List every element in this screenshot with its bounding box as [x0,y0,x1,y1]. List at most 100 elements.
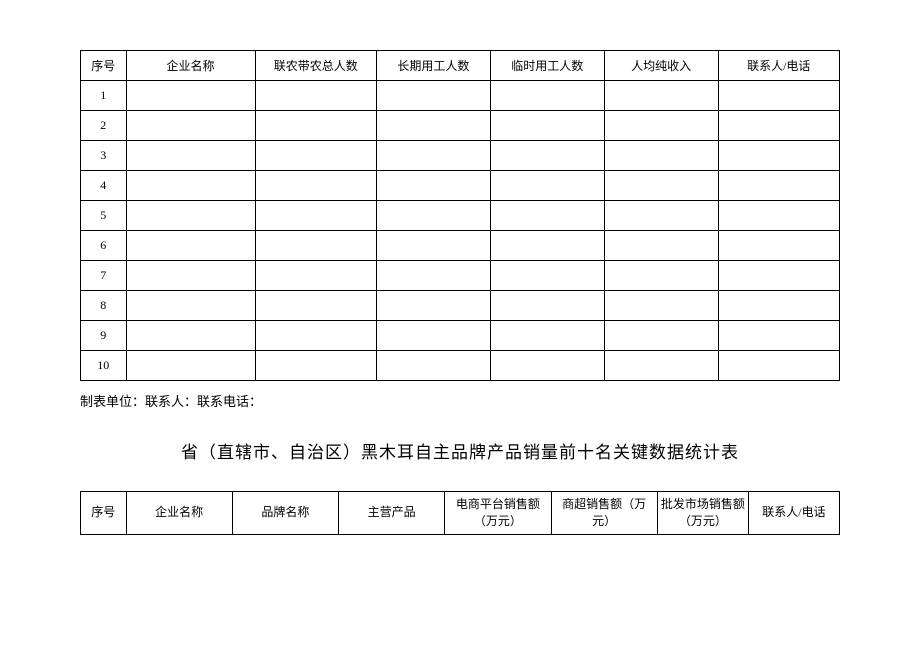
table-cell [255,81,376,111]
table-cell [490,171,604,201]
table-cell: 6 [81,231,127,261]
table-cell [255,141,376,171]
table-cell [255,201,376,231]
col-header: 品牌名称 [232,492,338,535]
table-row: 7 [81,261,840,291]
table-cell: 3 [81,141,127,171]
table-cell [126,201,255,231]
table-row: 1 [81,81,840,111]
table-cell [718,81,839,111]
table-cell [718,201,839,231]
table-cell [604,351,718,381]
table-row: 8 [81,291,840,321]
table-cell [718,231,839,261]
table-row: 6 [81,231,840,261]
table-cell [376,171,490,201]
col-header: 长期用工人数 [376,51,490,81]
col-header: 序号 [81,51,127,81]
table-cell: 10 [81,351,127,381]
table-cell [255,321,376,351]
table-cell [490,201,604,231]
table-cell [490,291,604,321]
table-cell [718,321,839,351]
col-header: 批发市场销售额（万元） [657,492,748,535]
table-cell [604,261,718,291]
table-cell [126,111,255,141]
table-cell [604,231,718,261]
table-cell [604,201,718,231]
col-header: 企业名称 [126,51,255,81]
table-cell [376,141,490,171]
table-cell: 9 [81,321,127,351]
table-cell [126,291,255,321]
table1-body: 12345678910 [81,81,840,381]
table-cell [490,261,604,291]
table-cell [376,291,490,321]
table-cell [718,261,839,291]
table-cell [604,141,718,171]
table-cell [126,81,255,111]
table-cell: 2 [81,111,127,141]
table-cell [490,231,604,261]
table-cell [718,111,839,141]
table-cell [376,81,490,111]
table-cell [604,291,718,321]
table-cell [255,291,376,321]
table-cell [718,351,839,381]
table-cell [376,111,490,141]
col-header: 主营产品 [339,492,445,535]
table-cell [718,141,839,171]
table-cell [126,231,255,261]
table-cell: 1 [81,81,127,111]
table-cell [604,321,718,351]
table-row: 10 [81,351,840,381]
footer-info: 制表单位：联系人：联系电话： [80,391,840,410]
table-cell [255,111,376,141]
table-cell [604,81,718,111]
table-cell [126,171,255,201]
table-cell [604,171,718,201]
table-cell [718,291,839,321]
table-row: 4 [81,171,840,201]
table-row: 5 [81,201,840,231]
col-header: 人均纯收入 [604,51,718,81]
table-header-row: 序号 企业名称 品牌名称 主营产品 电商平台销售额（万元） 商超销售额（万元） … [81,492,840,535]
table-cell [126,321,255,351]
table-row: 3 [81,141,840,171]
table-cell: 5 [81,201,127,231]
table-cell [376,201,490,231]
table-cell [490,141,604,171]
table-cell: 7 [81,261,127,291]
table-cell [490,351,604,381]
table-cell [376,351,490,381]
col-header: 企业名称 [126,492,232,535]
table-cell: 8 [81,291,127,321]
col-header: 商超销售额（万元） [551,492,657,535]
col-header: 联系人/电话 [718,51,839,81]
table-cell [490,111,604,141]
col-header: 电商平台销售额（万元） [445,492,551,535]
table-cell [376,261,490,291]
col-header: 临时用工人数 [490,51,604,81]
table-cell [376,321,490,351]
col-header: 序号 [81,492,127,535]
table-cell [604,111,718,141]
section-title-2: 省（直辖市、自治区）黑木耳自主品牌产品销量前十名关键数据统计表 [80,438,840,463]
table-cell [255,171,376,201]
table-cell [718,171,839,201]
col-header: 联系人/电话 [748,492,839,535]
table-cell [126,351,255,381]
table-cell [255,351,376,381]
table-cell [376,231,490,261]
stats-table-2: 序号 企业名称 品牌名称 主营产品 电商平台销售额（万元） 商超销售额（万元） … [80,491,840,535]
table-cell: 4 [81,171,127,201]
table-cell [490,321,604,351]
table-cell [490,81,604,111]
table-cell [255,261,376,291]
table-row: 2 [81,111,840,141]
table-header-row: 序号 企业名称 联农带农总人数 长期用工人数 临时用工人数 人均纯收入 联系人/… [81,51,840,81]
table-cell [126,261,255,291]
col-header: 联农带农总人数 [255,51,376,81]
table-cell [126,141,255,171]
stats-table-1: 序号 企业名称 联农带农总人数 长期用工人数 临时用工人数 人均纯收入 联系人/… [80,50,840,381]
